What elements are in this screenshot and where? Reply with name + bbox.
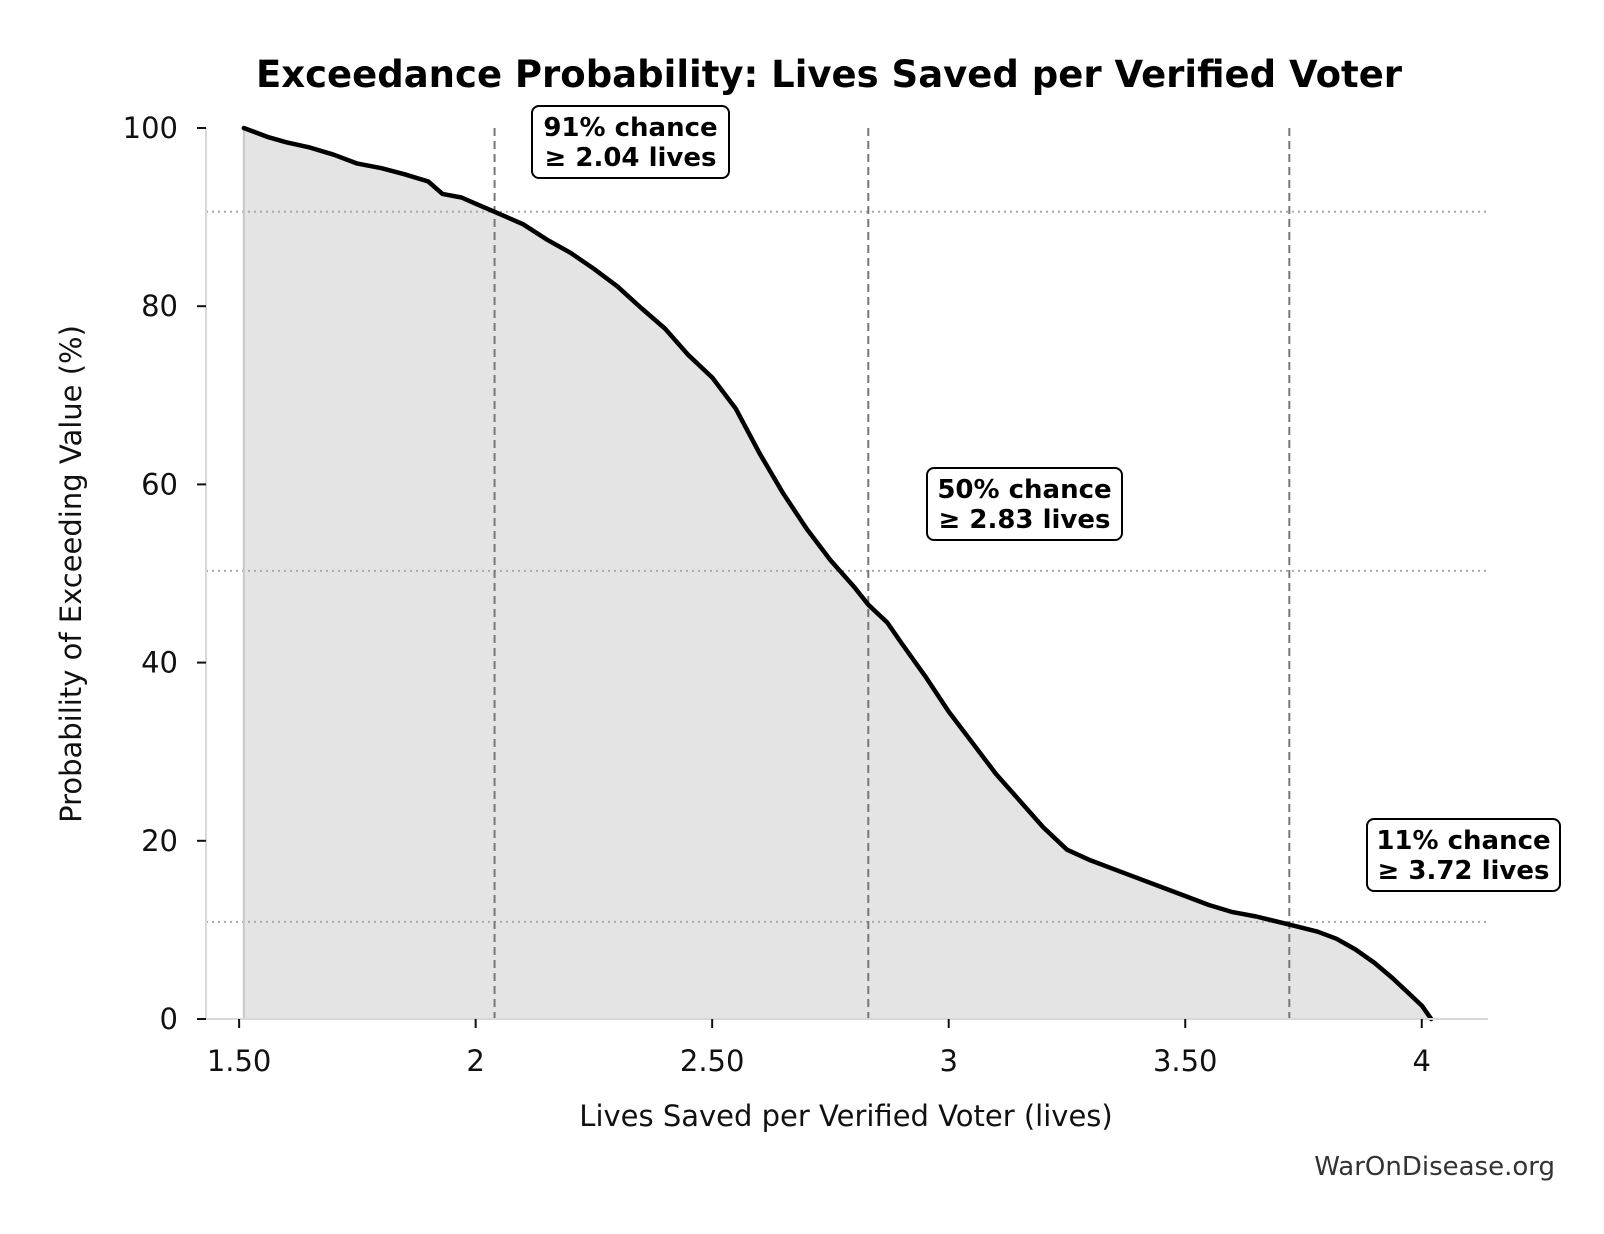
exceedance-area <box>243 128 1432 1019</box>
annotation-box: 11% chance≥ 3.72 lives <box>1366 818 1561 892</box>
x-tick-label: 3.50 <box>1153 1044 1218 1078</box>
y-tick-label: 100 <box>123 111 178 145</box>
y-tick-label: 80 <box>141 289 178 323</box>
axes: 1.50 2 2.50 3 3.50 4 0 20 40 60 80 100 <box>123 111 1488 1078</box>
chart-title: Exceedance Probability: Lives Saved per … <box>256 53 1403 96</box>
annotations: 91% chance≥ 2.04 lives 50% chance≥ 2.83 l… <box>531 105 1561 892</box>
x-axis-label: Lives Saved per Verified Voter (lives) <box>579 1099 1112 1133</box>
x-tick-label: 2.50 <box>680 1044 745 1078</box>
source-credit: WarOnDisease.org <box>1314 1152 1555 1182</box>
x-tick-label: 2 <box>466 1044 484 1078</box>
annotation-frame <box>926 467 1123 541</box>
annotation-value: ≥ 3.72 lives <box>1378 856 1550 886</box>
annotation-value: ≥ 2.04 lives <box>545 143 717 173</box>
x-tick-label: 1.50 <box>207 1044 272 1078</box>
x-ticks: 1.50 2 2.50 3 3.50 4 <box>207 1019 1431 1078</box>
y-tick-label: 0 <box>160 1002 178 1036</box>
y-tick-label: 60 <box>141 467 178 501</box>
annotation-box: 91% chance≥ 2.04 lives <box>531 105 730 179</box>
exceedance-curve <box>241 125 1434 1022</box>
annotation-probability: 11% chance <box>1376 826 1550 856</box>
y-ticks: 0 20 40 60 80 100 <box>123 111 206 1036</box>
y-tick-label: 20 <box>141 824 178 858</box>
annotation-probability: 50% chance <box>937 475 1111 505</box>
y-tick-label: 40 <box>141 646 178 680</box>
annotation-box: 50% chance≥ 2.83 lives <box>926 467 1123 541</box>
plot-area <box>206 125 1488 1022</box>
annotation-value: ≥ 2.83 lives <box>939 505 1111 535</box>
annotation-frame <box>1366 818 1561 892</box>
x-tick-label: 4 <box>1413 1044 1431 1078</box>
annotation-frame <box>531 105 730 179</box>
y-axis-label: Probability of Exceeding Value (%) <box>54 325 88 823</box>
x-tick-label: 3 <box>939 1044 957 1078</box>
annotation-probability: 91% chance <box>543 113 717 143</box>
